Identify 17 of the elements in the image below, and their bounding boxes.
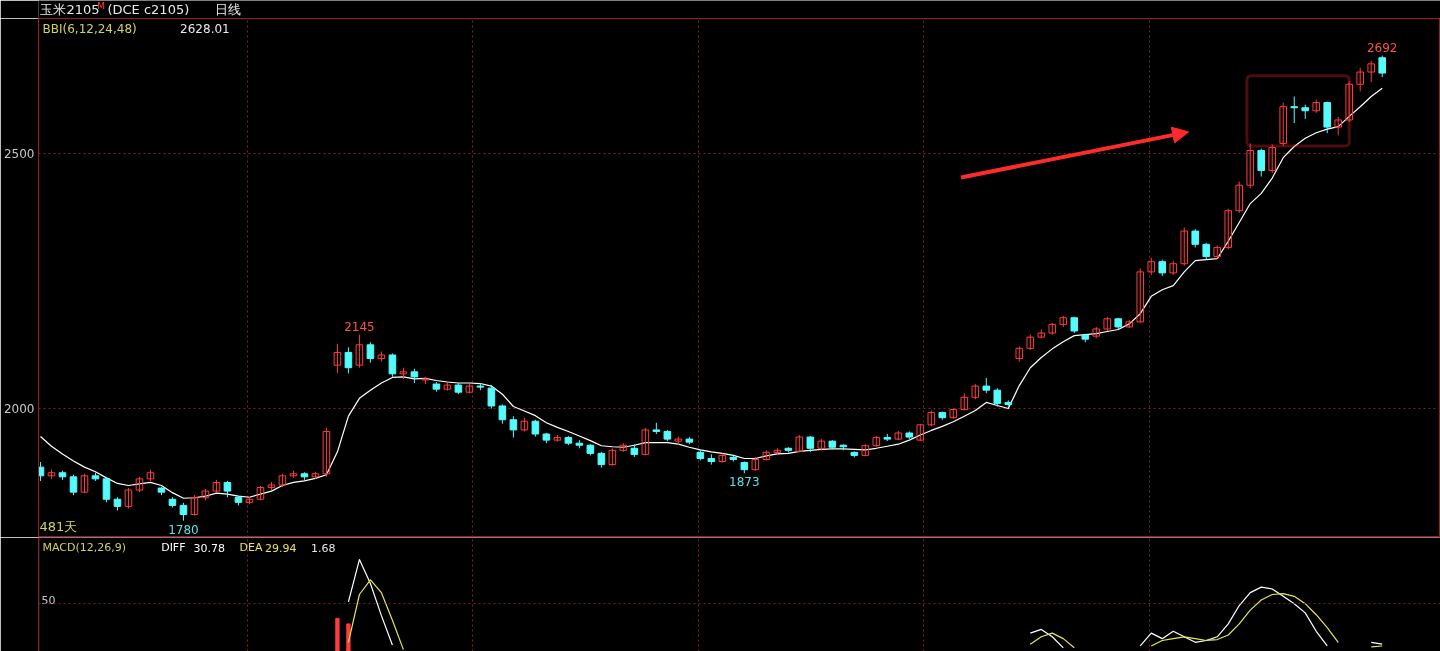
y-tick-label: 2500 — [3, 147, 35, 162]
chart-title: MACD(12,26,9) — [42, 541, 127, 554]
text: 30.78 — [193, 541, 225, 555]
annotation: 1780 — [168, 522, 199, 537]
annotation: 2145 — [344, 319, 375, 334]
annotation: 2628.01 — [180, 22, 230, 36]
annotation: 481天 — [39, 518, 78, 534]
annotation: 50 — [41, 593, 56, 607]
text: 1.68 — [311, 541, 336, 555]
text: DIFF — [161, 541, 186, 554]
annotation: 1873 — [729, 475, 760, 490]
annotation: 2692 — [1366, 40, 1398, 55]
annotation: BBI(6,12,24,48) — [42, 21, 137, 36]
text: 29.94 — [265, 541, 297, 555]
text: DEA — [239, 541, 263, 554]
chart-subtitle: 日线 — [215, 2, 242, 17]
y-tick-label: 2000 — [3, 402, 35, 417]
